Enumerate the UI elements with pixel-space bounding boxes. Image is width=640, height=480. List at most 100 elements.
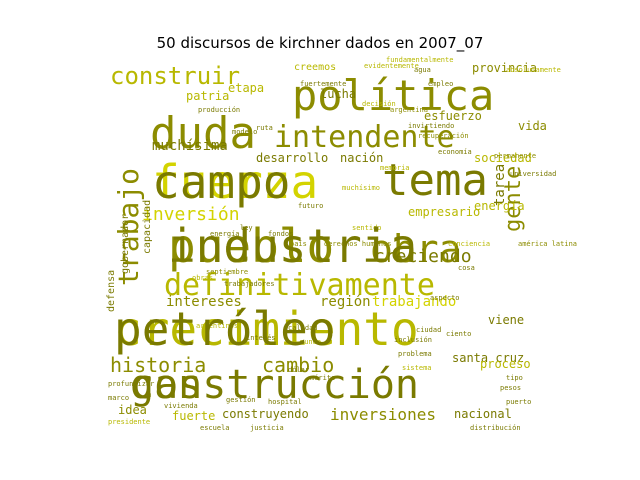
word: sociedad (474, 151, 532, 165)
word: creemos (294, 62, 336, 73)
word: energía (210, 230, 240, 238)
word: invirtiendo (408, 122, 454, 130)
word: definitivamente (164, 268, 435, 303)
word: septiembre (206, 268, 248, 276)
word: vida (518, 119, 547, 133)
word: mérito (310, 374, 335, 382)
word: muchísimo (342, 184, 380, 192)
word: trabajadores (224, 280, 275, 288)
word: argentina (390, 106, 428, 114)
word: sistema (402, 364, 432, 372)
word: esfuerzo (424, 109, 482, 123)
word: muchísima (152, 138, 228, 154)
word: dólar (288, 366, 309, 374)
word: inclusión (394, 336, 432, 344)
word: campo (152, 155, 290, 209)
word: derechos humanos (324, 240, 391, 248)
word: modelo (232, 128, 257, 136)
word: patria (186, 89, 229, 103)
word: recuperación (418, 132, 469, 140)
word: construyendo (222, 407, 309, 421)
word: ciento (446, 330, 471, 338)
word: viene (488, 313, 524, 327)
word: profundizar (108, 380, 154, 388)
word: mundo (300, 338, 321, 346)
word: inversión (142, 204, 240, 225)
word: gente (501, 166, 526, 232)
word: tema (382, 155, 488, 206)
word: evidentemente (364, 62, 419, 70)
word: nacional (454, 407, 512, 421)
word: economía (438, 148, 472, 156)
word: idea (118, 403, 147, 417)
word: permanente (494, 152, 536, 160)
word: puerto (506, 398, 531, 406)
word: cambio (262, 353, 334, 377)
word: fondos (268, 230, 293, 238)
word: tarea (492, 164, 508, 206)
word: historia (110, 353, 206, 377)
word: proceso (480, 357, 531, 371)
word: crecimiento (114, 302, 419, 356)
word: fuertemente (300, 80, 346, 88)
word: sentido (352, 224, 382, 232)
word: memoria (380, 164, 410, 172)
word: fuerza (152, 155, 318, 209)
word: decisión (362, 100, 396, 108)
word: construir (110, 62, 240, 90)
word: lucha (320, 87, 356, 101)
word: industria (168, 219, 417, 273)
word: aspecto (430, 294, 460, 302)
word: ruta (256, 124, 273, 132)
word: política (292, 71, 494, 120)
word: argentinos (196, 322, 238, 330)
word: intendente (274, 120, 455, 155)
word: universidad (510, 170, 556, 178)
word: santa cruz (452, 351, 524, 365)
word: américa latina (518, 240, 577, 248)
word: defensa (106, 270, 117, 312)
word: intereses (166, 294, 242, 310)
word: escuela (200, 424, 230, 432)
word: presidente (108, 418, 150, 426)
word: tipo (506, 374, 523, 382)
word: empleo (428, 80, 453, 88)
word: inversiones (330, 405, 436, 424)
word: calidad (288, 324, 318, 332)
word: creciendo (374, 246, 472, 267)
word: provincia (472, 61, 537, 75)
word: construcción (130, 362, 419, 408)
word: energía (474, 199, 525, 213)
word: futuro (298, 202, 323, 210)
word: vivienda (164, 402, 198, 410)
word: fundamentalmente (386, 56, 453, 64)
word: hospital (268, 398, 302, 406)
word: etapa (228, 81, 264, 95)
word: trabajando (372, 294, 456, 310)
word: gas (130, 362, 202, 408)
word: duda (150, 108, 256, 159)
word: obra (370, 227, 462, 271)
word: gestión (226, 396, 256, 404)
word: problema (398, 350, 432, 358)
word: distribución (470, 424, 521, 432)
word: agua (414, 66, 431, 74)
word: cosa (458, 264, 475, 272)
word: trabajo (112, 168, 145, 286)
word: fuerte (172, 409, 215, 423)
word: absolutamente (506, 66, 561, 74)
word: región (320, 294, 371, 310)
word: producción (198, 106, 240, 114)
word: petróleo (114, 302, 336, 356)
word: justicia (250, 424, 284, 432)
word: conciencia (448, 240, 490, 248)
word: capacidad (142, 200, 153, 254)
word: nación (340, 151, 383, 165)
word: país (290, 240, 307, 248)
word: ley (240, 224, 253, 232)
chart-title: 50 discursos de kirchner dados en 2007_0… (156, 34, 484, 52)
word: gobernador (120, 214, 131, 274)
word: empresario (408, 205, 480, 219)
word: ciudad (416, 326, 441, 334)
